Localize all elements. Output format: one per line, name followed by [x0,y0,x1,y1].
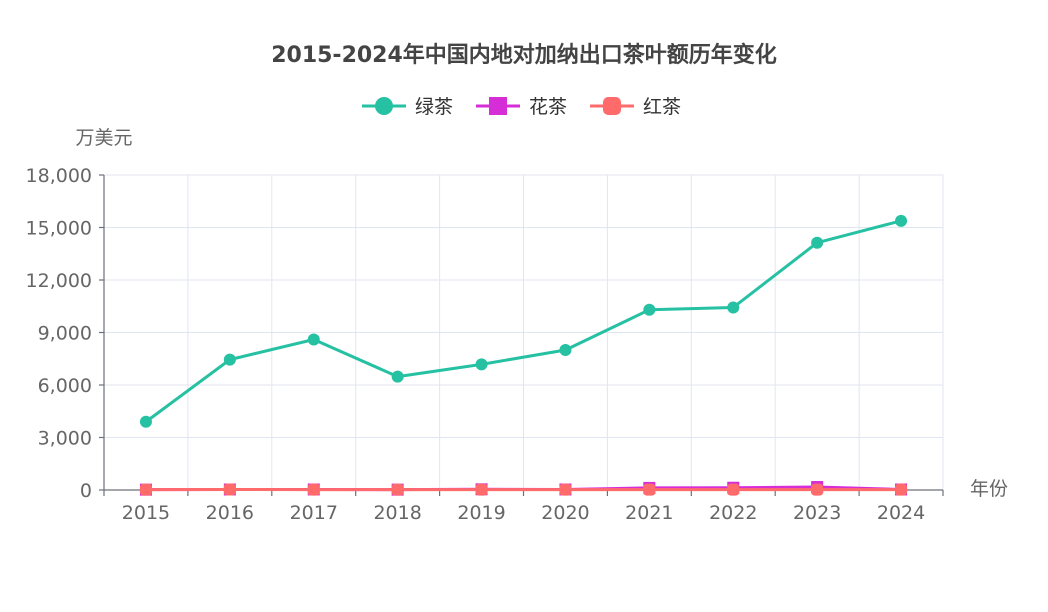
x-tick-label: 2016 [206,502,254,524]
data-point [811,236,824,249]
data-point [559,483,572,496]
data-point [139,415,152,428]
x-tick-label: 2020 [541,502,589,524]
legend-marker [603,97,621,115]
y-tick-label: 18,000 [26,165,92,187]
data-point [895,483,908,496]
series-line [145,219,902,423]
series-1 [139,214,908,428]
legend-item[interactable]: 花茶 [476,96,567,118]
data-point [223,353,236,366]
data-point [559,344,572,356]
legend: 绿茶 花茶 红茶 [362,96,681,118]
legend-marker [489,97,507,115]
data-point [727,301,740,314]
legend-label: 红茶 [643,96,681,118]
legend-marker [375,97,393,115]
data-point [307,333,320,346]
x-tick-label: 2018 [373,502,421,524]
x-tick-label: 2017 [290,502,338,524]
y-tick-label: 9,000 [38,323,92,345]
legend-label: 花茶 [529,96,567,118]
x-axis-label: 年份 [970,478,1008,500]
data-point [727,483,740,496]
data-point [811,483,824,496]
series-layer [139,214,908,496]
legend-item[interactable]: 红茶 [590,96,681,118]
grid [103,174,944,490]
y-tick-label: 0 [80,480,92,502]
legend-label: 绿茶 [415,96,453,118]
x-tick-label: 2019 [457,502,505,524]
series-3 [139,483,908,496]
x-tick-label: 2024 [877,502,925,524]
data-point [391,483,404,496]
y-axis-label: 万美元 [75,127,132,149]
y-tick-label: 12,000 [26,270,92,292]
axes: 0 3,000 6,000 9,000 12,000 15,000 18,000 2015 20… [26,165,944,524]
chart-title: 2015-2024年中国内地对加纳出口茶叶额历年变化 [271,42,777,68]
y-tick-label: 15,000 [26,218,92,240]
data-point [391,370,404,383]
x-tick-label: 2015 [122,502,170,524]
data-point [475,358,488,371]
x-tick-label: 2021 [625,502,673,524]
data-point [475,483,488,496]
data-point [307,483,320,496]
y-tick-label: 6,000 [38,375,92,397]
data-point [223,483,236,496]
data-point [895,214,908,227]
legend-item[interactable]: 绿茶 [362,96,453,118]
data-point [643,303,656,316]
x-tick-label: 2023 [793,502,841,524]
data-point [643,483,656,496]
data-point [139,483,152,496]
x-tick-label: 2022 [709,502,757,524]
y-tick-label: 3,000 [38,428,92,450]
